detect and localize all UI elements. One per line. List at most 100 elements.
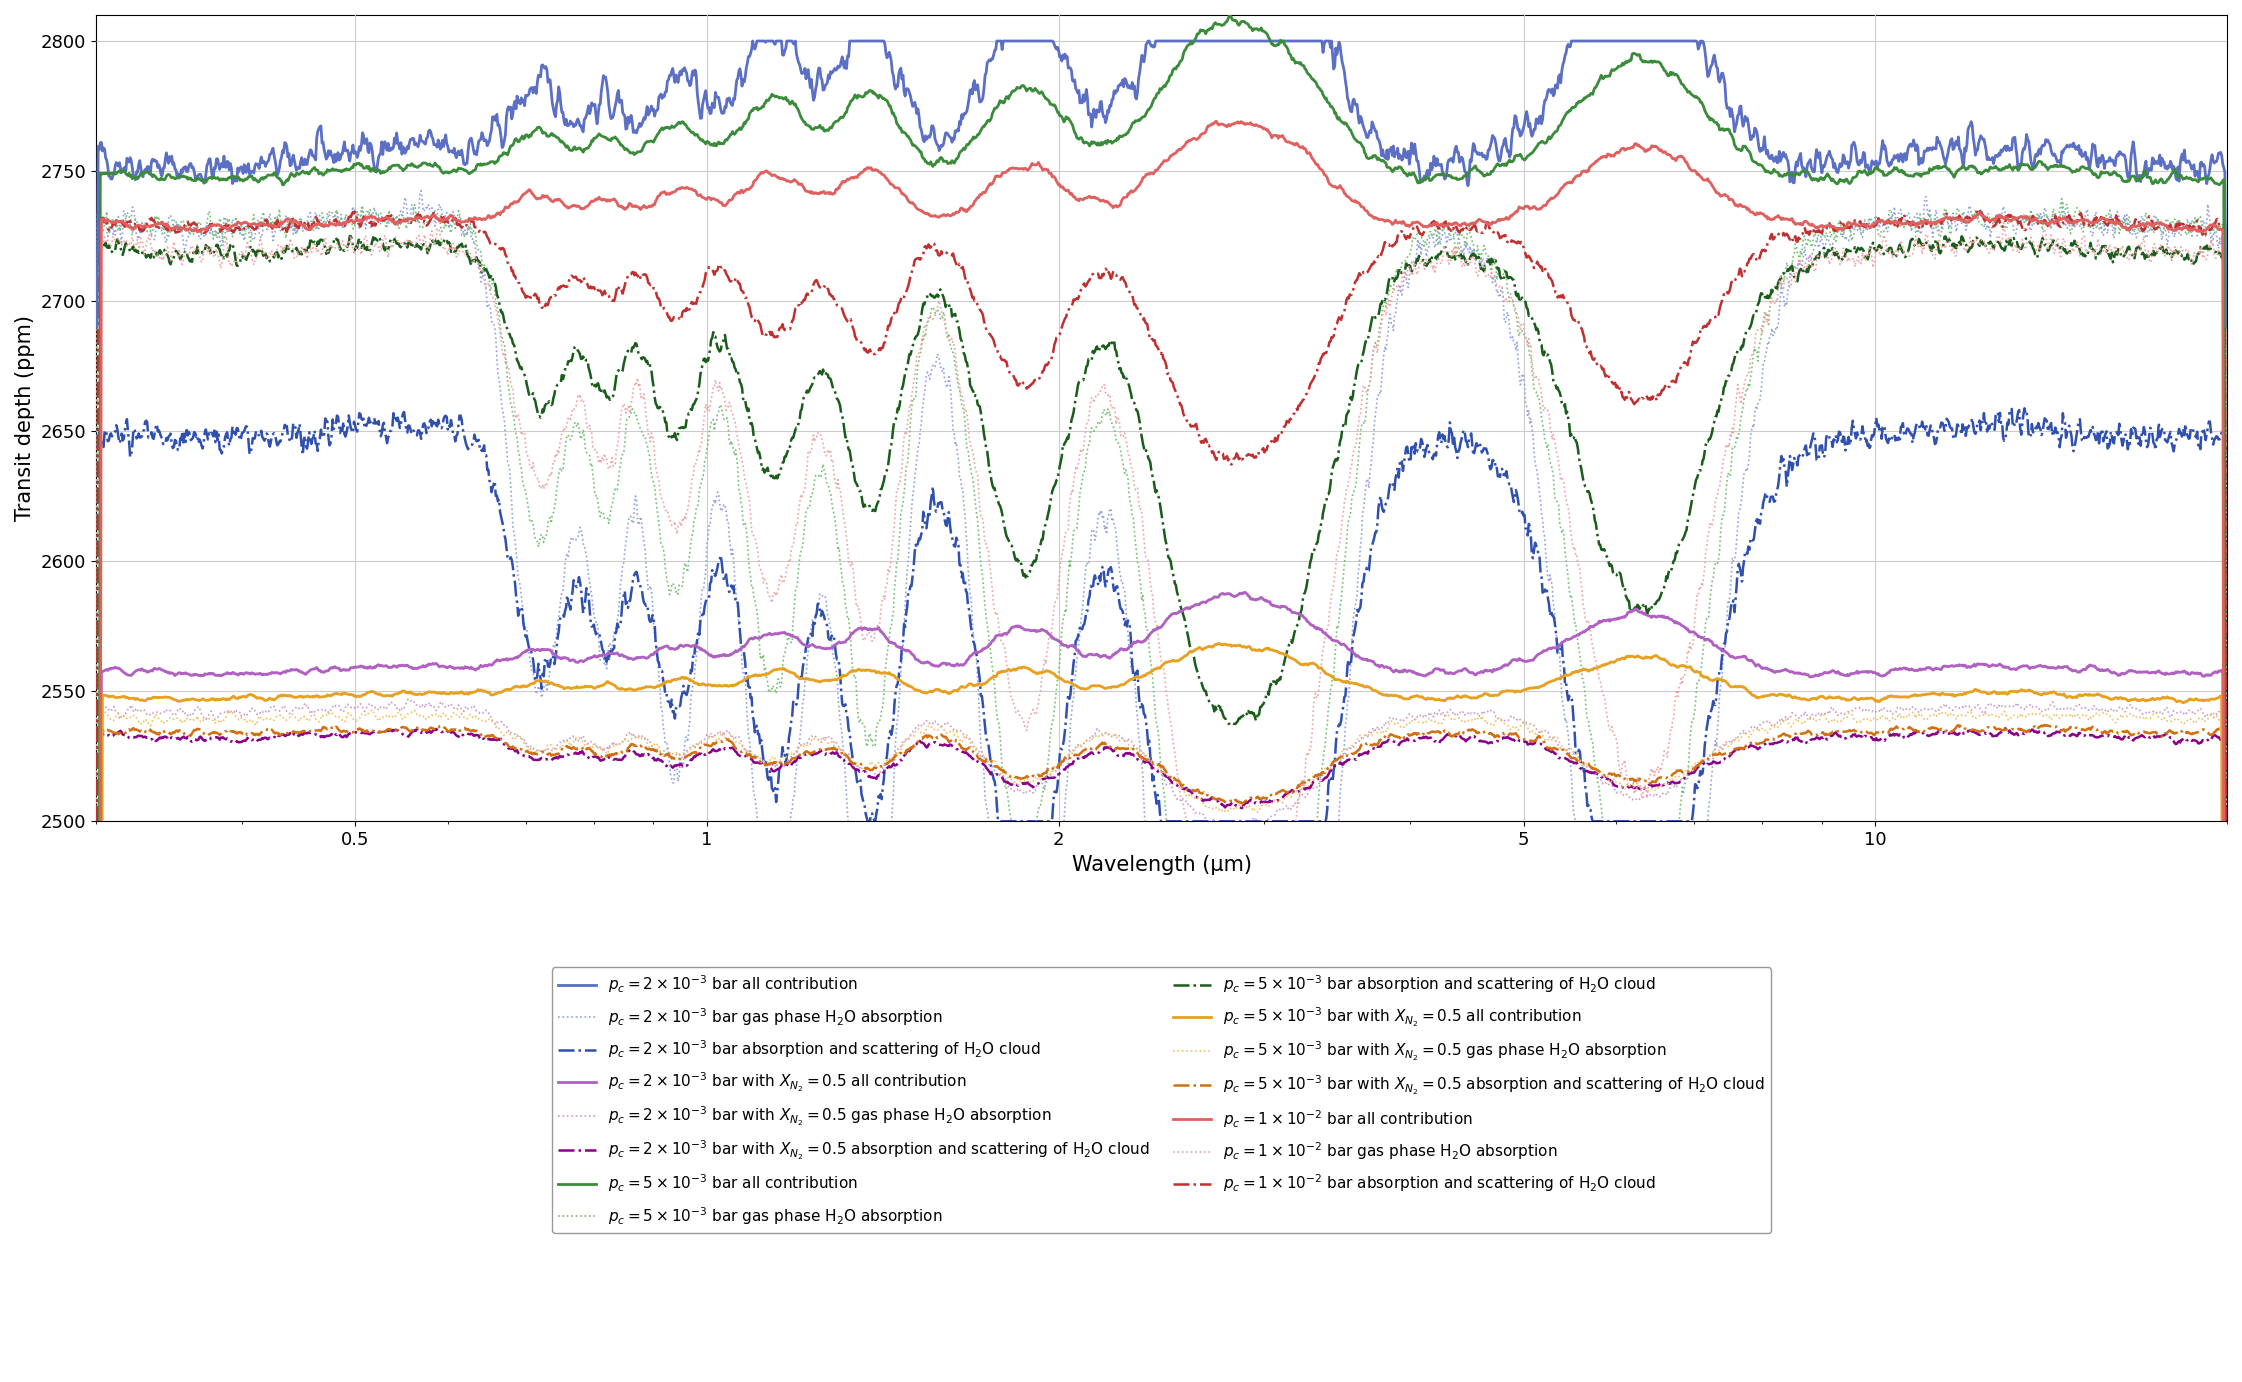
Y-axis label: Transit depth (ppm): Transit depth (ppm) [16,315,36,521]
$p_c = 5 \times 10^{-3}$ bar all contribution [2152,174,2179,191]
$p_c = 1 \times 10^{-2}$ bar absorption and scattering of H$_2$O cloud [2213,839,2240,855]
$p_c = 1 \times 10^{-2}$ bar all contribution [2152,217,2179,234]
$p_c = 5 \times 10^{-3}$ bar with $X_{N_2} = 0.5$ all contribution [1762,687,1789,703]
$p_c = 5 \times 10^{-3}$ bar all contribution [191,173,217,189]
$p_c = 2 \times 10^{-3}$ bar gas phase H$_2$O absorption [83,839,110,855]
$p_c = 5 \times 10^{-3}$ bar all contribution [1063,126,1090,142]
$p_c = 5 \times 10^{-3}$ bar with $X_{N_2} = 0.5$ absorption and scattering of H$_2$O cloud [1760,731,1787,748]
$p_c = 1 \times 10^{-2}$ bar all contribution [2152,217,2179,234]
$p_c = 2 \times 10^{-3}$ bar with $X_{N_2} = 0.5$ gas phase H$_2$O absorption [2152,699,2179,716]
$p_c = 5 \times 10^{-3}$ bar all contribution [1217,7,1244,23]
$p_c = 2 \times 10^{-3}$ bar absorption and scattering of H$_2$O cloud [2152,431,2179,448]
$p_c = 5 \times 10^{-3}$ bar gas phase H$_2$O absorption [2213,839,2240,855]
$p_c = 5 \times 10^{-3}$ bar with $X_{N_2} = 0.5$ all contribution [191,692,217,709]
$p_c = 1 \times 10^{-2}$ bar gas phase H$_2$O absorption [1119,467,1146,484]
$p_c = 2 \times 10^{-3}$ bar all contribution [1762,151,1789,167]
$p_c = 2 \times 10^{-3}$ bar with $X_{N_2} = 0.5$ gas phase H$_2$O absorption [1119,735,1146,752]
$p_c = 1 \times 10^{-2}$ bar absorption and scattering of H$_2$O cloud [1966,200,1993,217]
$p_c = 5 \times 10^{-3}$ bar with $X_{N_2} = 0.5$ gas phase H$_2$O absorption [2152,710,2179,727]
$p_c = 5 \times 10^{-3}$ bar with $X_{N_2} = 0.5$ absorption and scattering of H$_2$O cloud [2031,717,2058,734]
$p_c = 2 \times 10^{-3}$ bar gas phase H$_2$O absorption [2152,229,2179,246]
$p_c = 2 \times 10^{-3}$ bar absorption and scattering of H$_2$O cloud [83,813,110,829]
$p_c = 1 \times 10^{-2}$ bar all contribution [1204,113,1231,130]
$p_c = 5 \times 10^{-3}$ bar with $X_{N_2} = 0.5$ all contribution [2152,690,2179,706]
$p_c = 5 \times 10^{-3}$ bar absorption and scattering of H$_2$O cloud [2152,242,2179,258]
$p_c = 1 \times 10^{-2}$ bar absorption and scattering of H$_2$O cloud [2152,217,2179,234]
$p_c = 2 \times 10^{-3}$ bar with $X_{N_2} = 0.5$ all contribution [1119,636,1146,652]
$p_c = 1 \times 10^{-2}$ bar absorption and scattering of H$_2$O cloud [1063,292,1090,308]
Line: $p_c = 2 \times 10^{-3}$ bar with $X_{N_2} = 0.5$ all contribution: $p_c = 2 \times 10^{-3}$ bar with $X_{N_… [96,593,2226,1382]
$p_c = 5 \times 10^{-3}$ bar with $X_{N_2} = 0.5$ absorption and scattering of H$_2$O cloud [2152,726,2179,742]
$p_c = 5 \times 10^{-3}$ bar with $X_{N_2} = 0.5$ absorption and scattering of H$_2$O cloud [1063,746,1090,763]
Line: $p_c = 5 \times 10^{-3}$ bar with $X_{N_2} = 0.5$ gas phase H$_2$O absorption: $p_c = 5 \times 10^{-3}$ bar with $X_{N_… [96,709,2226,847]
$p_c = 1 \times 10^{-2}$ bar absorption and scattering of H$_2$O cloud [2152,217,2179,234]
$p_c = 5 \times 10^{-3}$ bar all contribution [1119,116,1146,133]
$p_c = 2 \times 10^{-3}$ bar with $X_{N_2} = 0.5$ all contribution [2152,666,2179,683]
$p_c = 2 \times 10^{-3}$ bar with $X_{N_2} = 0.5$ gas phase H$_2$O absorption [2213,839,2240,855]
$p_c = 5 \times 10^{-3}$ bar with $X_{N_2} = 0.5$ gas phase H$_2$O absorption [83,839,110,855]
$p_c = 5 \times 10^{-3}$ bar all contribution [1762,163,1789,180]
$p_c = 5 \times 10^{-3}$ bar with $X_{N_2} = 0.5$ gas phase H$_2$O absorption [359,701,386,717]
$p_c = 5 \times 10^{-3}$ bar gas phase H$_2$O absorption [2152,210,2179,227]
$p_c = 1 \times 10^{-2}$ bar absorption and scattering of H$_2$O cloud [1760,231,1787,247]
$p_c = 2 \times 10^{-3}$ bar gas phase H$_2$O absorption [1762,325,1789,341]
$p_c = 2 \times 10^{-3}$ bar gas phase H$_2$O absorption [1119,661,1146,677]
$p_c = 2 \times 10^{-3}$ bar with $X_{N_2} = 0.5$ all contribution [1063,640,1090,656]
$p_c = 5 \times 10^{-3}$ bar with $X_{N_2} = 0.5$ absorption and scattering of H$_2$O cloud [1119,739,1146,756]
$p_c = 2 \times 10^{-3}$ bar gas phase H$_2$O absorption [191,225,217,242]
$p_c = 2 \times 10^{-3}$ bar all contribution [191,174,217,191]
Line: $p_c = 2 \times 10^{-3}$ bar absorption and scattering of H$_2$O cloud: $p_c = 2 \times 10^{-3}$ bar absorption … [96,408,2226,821]
$p_c = 5 \times 10^{-3}$ bar with $X_{N_2} = 0.5$ gas phase H$_2$O absorption [1119,738,1146,755]
Legend: $p_c = 2 \times 10^{-3}$ bar all contribution, $p_c = 2 \times 10^{-3}$ bar gas : $p_c = 2 \times 10^{-3}$ bar all contrib… [552,967,1771,1233]
$p_c = 2 \times 10^{-3}$ bar with $X_{N_2} = 0.5$ all contribution [1231,585,1258,601]
$p_c = 1 \times 10^{-2}$ bar all contribution [1762,209,1789,225]
$p_c = 2 \times 10^{-3}$ bar all contribution [740,33,767,50]
$p_c = 1 \times 10^{-2}$ bar absorption and scattering of H$_2$O cloud [83,839,110,855]
$p_c = 2 \times 10^{-3}$ bar with $X_{N_2} = 0.5$ gas phase H$_2$O absorption [191,712,217,728]
$p_c = 5 \times 10^{-3}$ bar gas phase H$_2$O absorption [2152,217,2179,234]
$p_c = 5 \times 10^{-3}$ bar all contribution [2152,173,2179,189]
$p_c = 2 \times 10^{-3}$ bar with $X_{N_2} = 0.5$ absorption and scattering of H$_2$O cloud [191,732,217,749]
$p_c = 5 \times 10^{-3}$ bar gas phase H$_2$O absorption [191,218,217,235]
Line: $p_c = 5 \times 10^{-3}$ bar gas phase H$_2$O absorption: $p_c = 5 \times 10^{-3}$ bar gas phase H… [96,199,2226,847]
$p_c = 2 \times 10^{-3}$ bar all contribution [1063,82,1090,98]
$p_c = 2 \times 10^{-3}$ bar with $X_{N_2} = 0.5$ gas phase H$_2$O absorption [1063,739,1090,756]
$p_c = 5 \times 10^{-3}$ bar gas phase H$_2$O absorption [1760,279,1787,296]
$p_c = 5 \times 10^{-3}$ bar with $X_{N_2} = 0.5$ absorption and scattering of H$_2$O cloud [191,726,217,742]
Line: $p_c = 2 \times 10^{-3}$ bar all contribution: $p_c = 2 \times 10^{-3}$ bar all contrib… [96,41,2226,328]
$p_c = 2 \times 10^{-3}$ bar with $X_{N_2} = 0.5$ absorption and scattering of H$_2$O cloud [2152,726,2179,742]
Line: $p_c = 5 \times 10^{-3}$ bar with $X_{N_2} = 0.5$ absorption and scattering of H$_2$O cloud: $p_c = 5 \times 10^{-3}$ bar with $X_{N_… [96,726,2226,1382]
$p_c = 5 \times 10^{-3}$ bar absorption and scattering of H$_2$O cloud [2213,839,2240,855]
$p_c = 5 \times 10^{-3}$ bar gas phase H$_2$O absorption [1119,507,1146,524]
$p_c = 1 \times 10^{-2}$ bar gas phase H$_2$O absorption [424,220,451,236]
Line: $p_c = 5 \times 10^{-3}$ bar with $X_{N_2} = 0.5$ all contribution: $p_c = 5 \times 10^{-3}$ bar with $X_{N_… [96,643,2226,1382]
Line: $p_c = 1 \times 10^{-2}$ bar absorption and scattering of H$_2$O cloud: $p_c = 1 \times 10^{-2}$ bar absorption … [96,209,2226,847]
$p_c = 5 \times 10^{-3}$ bar with $X_{N_2} = 0.5$ absorption and scattering of H$_2$O cloud [2152,724,2179,741]
$p_c = 2 \times 10^{-3}$ bar with $X_{N_2} = 0.5$ all contribution [191,666,217,683]
$p_c = 2 \times 10^{-3}$ bar all contribution [83,319,110,336]
$p_c = 2 \times 10^{-3}$ bar all contribution [2152,160,2179,177]
$p_c = 2 \times 10^{-3}$ bar absorption and scattering of H$_2$O cloud [2213,813,2240,829]
$p_c = 5 \times 10^{-3}$ bar gas phase H$_2$O absorption [1063,521,1090,538]
$p_c = 5 \times 10^{-3}$ bar with $X_{N_2} = 0.5$ all contribution [1206,634,1233,651]
$p_c = 2 \times 10^{-3}$ bar with $X_{N_2} = 0.5$ gas phase H$_2$O absorption [395,691,421,708]
$p_c = 2 \times 10^{-3}$ bar absorption and scattering of H$_2$O cloud [1119,656,1146,673]
$p_c = 1 \times 10^{-2}$ bar absorption and scattering of H$_2$O cloud [191,224,217,240]
$p_c = 5 \times 10^{-3}$ bar gas phase H$_2$O absorption [83,839,110,855]
$p_c = 5 \times 10^{-3}$ bar with $X_{N_2} = 0.5$ gas phase H$_2$O absorption [1063,739,1090,756]
$p_c = 2 \times 10^{-3}$ bar with $X_{N_2} = 0.5$ absorption and scattering of H$_2$O cloud [1063,752,1090,768]
$p_c = 5 \times 10^{-3}$ bar with $X_{N_2} = 0.5$ gas phase H$_2$O absorption [2213,839,2240,855]
$p_c = 1 \times 10^{-2}$ bar gas phase H$_2$O absorption [83,839,110,855]
$p_c = 5 \times 10^{-3}$ bar with $X_{N_2} = 0.5$ gas phase H$_2$O absorption [2152,710,2179,727]
$p_c = 5 \times 10^{-3}$ bar absorption and scattering of H$_2$O cloud [83,839,110,855]
$p_c = 2 \times 10^{-3}$ bar absorption and scattering of H$_2$O cloud [1063,633,1090,650]
$p_c = 2 \times 10^{-3}$ bar gas phase H$_2$O absorption [2213,839,2240,855]
$p_c = 1 \times 10^{-2}$ bar all contribution [1063,191,1090,207]
$p_c = 2 \times 10^{-3}$ bar with $X_{N_2} = 0.5$ gas phase H$_2$O absorption [1762,716,1789,732]
$p_c = 2 \times 10^{-3}$ bar with $X_{N_2} = 0.5$ absorption and scattering of H$_2$O cloud [1991,720,2018,737]
$p_c = 2 \times 10^{-3}$ bar with $X_{N_2} = 0.5$ gas phase H$_2$O absorption [2152,701,2179,717]
$p_c = 5 \times 10^{-3}$ bar absorption and scattering of H$_2$O cloud [191,242,217,258]
$p_c = 1 \times 10^{-2}$ bar all contribution [191,221,217,238]
Line: $p_c = 1 \times 10^{-2}$ bar all contribution: $p_c = 1 \times 10^{-2}$ bar all contrib… [96,122,2226,1382]
Line: $p_c = 1 \times 10^{-2}$ bar gas phase H$_2$O absorption: $p_c = 1 \times 10^{-2}$ bar gas phase H… [96,228,2226,847]
